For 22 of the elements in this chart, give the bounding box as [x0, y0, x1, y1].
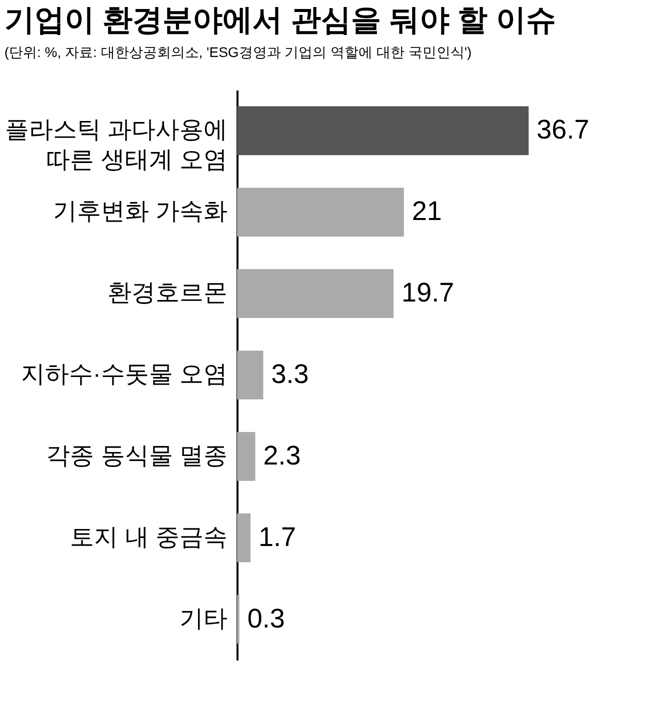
y-tick-label: 지하수·수돗물 오염	[20, 361, 228, 388]
data-label: 19.7	[402, 278, 454, 308]
data-label: 36.7	[536, 114, 590, 145]
data-label: 2.3	[263, 440, 301, 470]
y-tick-label: 플라스틱 과다사용에 따른 생태계 오염	[4, 116, 228, 174]
y-tick-label: 환경호르몬	[108, 280, 228, 307]
chart-subtitle: (단위: %, 자료: 대한상공회의소, 'ESG경영과 기업의 역할에 대한 국민인식')	[4, 44, 472, 60]
y-tick-label: 기타	[180, 605, 228, 632]
data-label: 1.7	[258, 522, 296, 552]
data-label: 3.3	[271, 359, 309, 389]
data-label: 0.3	[247, 603, 285, 634]
bar	[237, 106, 529, 156]
bar	[237, 350, 264, 400]
bar	[237, 269, 394, 318]
bar	[237, 188, 404, 237]
chart-title: 기업이 환경분야에서 관심을 둬야 할 이슈	[4, 4, 556, 37]
bar	[237, 432, 256, 481]
y-tick-label: 토지 내 중금속	[70, 524, 228, 551]
bar	[237, 513, 251, 562]
y-tick-label: 각종 동식물 멸종	[46, 442, 228, 470]
y-tick-label: 기후변화 가속화	[52, 198, 228, 226]
data-label: 21	[412, 196, 442, 226]
